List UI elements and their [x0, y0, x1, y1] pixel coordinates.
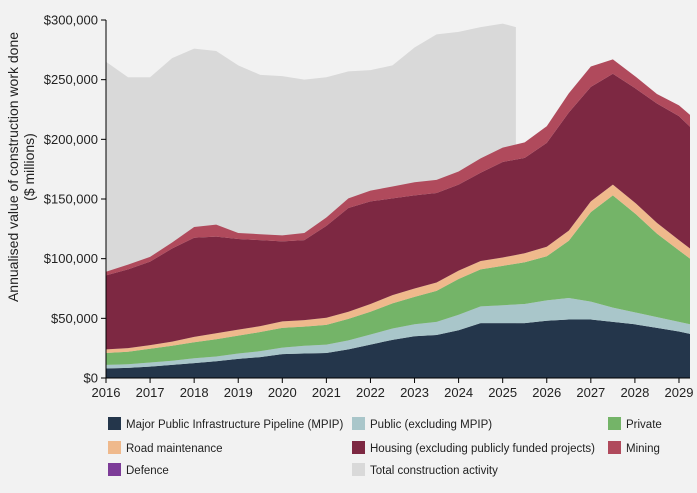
legend-swatch-major-public-infrastructure-pipeline-mpip — [108, 417, 121, 430]
legend-swatch-total-construction-activity — [352, 463, 365, 476]
x-tick-label: 2019 — [224, 385, 253, 400]
legend-label-housing-excluding-publicly-funded-projects: Housing (excluding publicly funded proje… — [370, 443, 595, 455]
x-tick-label: 2025 — [488, 385, 517, 400]
y-axis-title-line1: Annualised value of construction work do… — [5, 32, 21, 302]
area-mining — [106, 59, 690, 276]
area-road-maintenance — [106, 184, 690, 353]
legend-label-private: Private — [626, 419, 662, 431]
areas-layer — [106, 23, 690, 379]
legend-label-major-public-infrastructure-pipeline-mpip: Major Public Infrastructure Pipeline (MP… — [126, 419, 343, 431]
legend-label-total-construction-activity: Total construction activity — [370, 465, 498, 477]
legend-swatch-road-maintenance — [108, 441, 121, 454]
legend-swatch-housing-excluding-publicly-funded-projects — [352, 441, 365, 454]
x-tick-label: 2020 — [268, 385, 297, 400]
legend-swatch-mining — [608, 441, 621, 454]
area-private — [106, 195, 690, 365]
axes-layer: $0 $50,000 $100,000 $150,000 $200,000 $250,00… — [44, 13, 694, 401]
legend-swatch-private — [608, 417, 621, 430]
x-tick-label: 2018 — [180, 385, 209, 400]
legend-swatch-public-excluding-mpip — [352, 417, 365, 430]
y-tick-label: $150,000 — [44, 192, 98, 207]
x-tick-label: 2026 — [532, 385, 561, 400]
legend: Major Public Infrastructure Pipeline (MP… — [108, 417, 662, 477]
area-major-public-infrastructure-pipeline-mpip — [106, 319, 690, 378]
x-tick-label: 2024 — [444, 385, 473, 400]
y-tick-label: $0 — [84, 371, 98, 386]
y-tick-label: $200,000 — [44, 132, 98, 147]
x-tick-label: 2028 — [620, 385, 649, 400]
y-axis-title-line2: ($ millions) — [21, 133, 37, 201]
area-housing-excluding-publicly-funded-projects — [106, 73, 690, 350]
y-tick-label: $100,000 — [44, 251, 98, 266]
legend-label-road-maintenance: Road maintenance — [126, 443, 223, 455]
y-axis-title: Annualised value of construction work do… — [5, 32, 37, 302]
x-tick-label: 2027 — [576, 385, 605, 400]
legend-label-public-excluding-mpip: Public (excluding MPIP) — [370, 419, 492, 431]
x-tick-label: 2023 — [400, 385, 429, 400]
legend-label-mining: Mining — [626, 443, 660, 455]
legend-swatch-defence — [108, 463, 121, 476]
x-tick-label: 2021 — [312, 385, 341, 400]
y-tick-label: $300,000 — [44, 13, 98, 28]
y-tick-label: $50,000 — [51, 311, 98, 326]
x-tick-label: 2029 — [665, 385, 694, 400]
x-tick-label: 2022 — [356, 385, 385, 400]
x-tick-label: 2016 — [92, 385, 121, 400]
legend-label-defence: Defence — [126, 465, 169, 477]
x-tick-label: 2017 — [136, 385, 165, 400]
y-tick-label: $250,000 — [44, 72, 98, 87]
area-public-excluding-mpip — [106, 298, 690, 369]
